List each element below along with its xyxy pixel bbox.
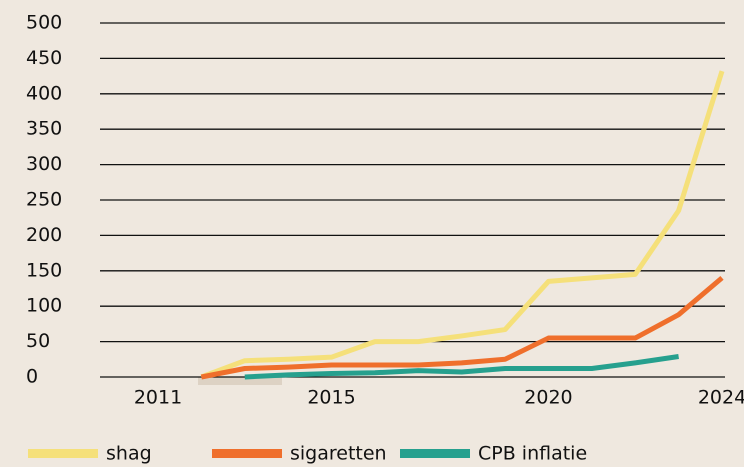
y-tick-label: 400 [26,82,62,104]
legend-swatch [212,449,282,458]
x-tick-label: 2011 [134,387,182,409]
legend-label: CPB inflatie [478,443,587,465]
series-line [200,275,724,380]
y-tick-label: 300 [26,153,62,175]
decoration [198,377,282,385]
y-tick-label: 250 [26,189,62,211]
y-tick-label: 500 [26,12,62,34]
legend-label: sigaretten [290,443,387,465]
x-tick-label: 2024 [698,387,744,409]
legend-swatch [400,449,470,458]
y-tick-label: 50 [26,330,50,352]
x-tick-label: 2015 [307,387,355,409]
legend-swatch [28,449,98,458]
series-line [244,353,679,380]
x-tick-label: 2020 [524,387,572,409]
series-line [200,70,725,380]
y-tick-label: 150 [26,259,62,281]
y-tick-label: 200 [26,224,62,246]
y-tick-label: 350 [26,118,62,140]
y-tick-label: 450 [26,47,62,69]
y-tick-label: 0 [26,366,38,388]
y-tick-label: 100 [26,295,62,317]
legend-label: shag [106,443,152,465]
